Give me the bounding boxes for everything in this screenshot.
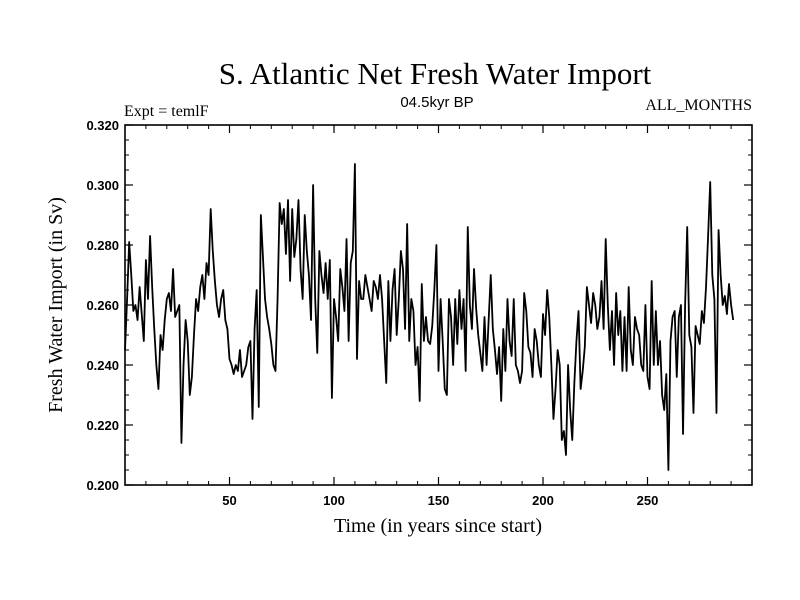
plot-area: 50 100 150 200 250 0.200 0.220 0.240 0.260 0.280…: [86, 118, 753, 508]
x-axis-label: Time (in years since start): [334, 515, 542, 537]
series-line: [124, 163, 735, 471]
y-tick-label: 0.300: [86, 178, 119, 193]
x-axis-ticks: 50 100 150 200 250: [145, 125, 732, 508]
chart-title: S. Atlantic Net Fresh Water Import: [219, 56, 652, 91]
y-tick-label: 0.280: [86, 238, 119, 253]
y-axis-ticks: 0.200 0.220 0.240 0.260 0.280 0.300 0.320: [86, 118, 752, 493]
y-axis-label: Fresh Water Import (in Sv): [45, 197, 67, 413]
y-tick-label: 0.240: [86, 358, 119, 373]
x-tick-label: 50: [222, 493, 236, 508]
months-label: ALL_MONTHS: [645, 97, 752, 114]
plot-frame: [124, 124, 753, 486]
x-tick-label: 250: [637, 493, 659, 508]
y-tick-label: 0.200: [86, 478, 119, 493]
x-tick-label: 150: [428, 493, 450, 508]
period-label: 04.5kyr BP: [400, 94, 473, 111]
y-tick-label: 0.320: [86, 118, 119, 133]
x-tick-label: 200: [532, 493, 554, 508]
y-tick-label: 0.220: [86, 418, 119, 433]
x-tick-label: 100: [323, 493, 345, 508]
experiment-label: Expt = temlF: [124, 103, 209, 120]
y-tick-label: 0.260: [86, 298, 119, 313]
